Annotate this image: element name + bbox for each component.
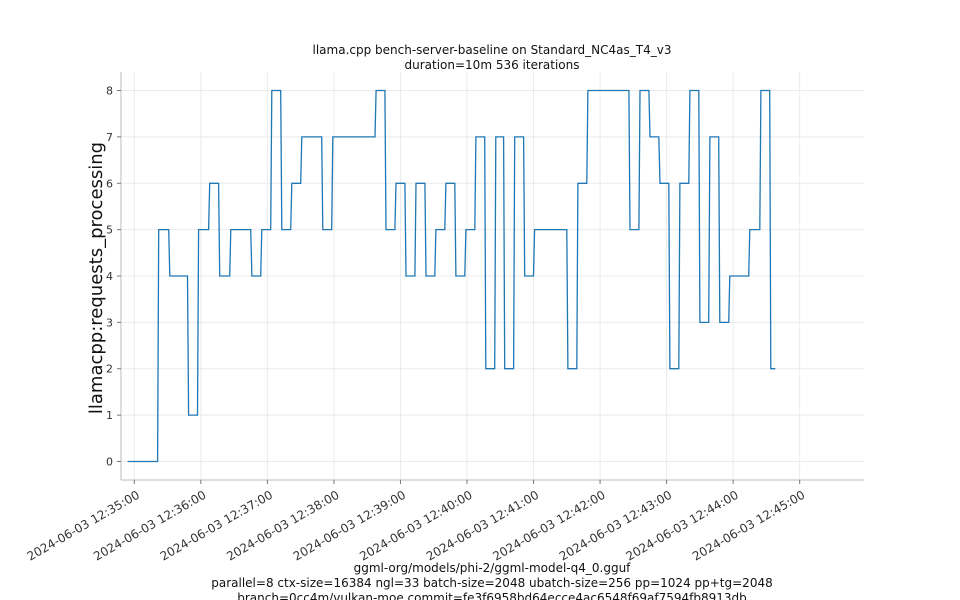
grid-lines [121, 72, 864, 480]
y-tick-label: 0 [106, 455, 113, 468]
x-axis-label-line-2: parallel=8 ctx-size=16384 ngl=33 batch-s… [211, 576, 772, 590]
x-tick-label: 2024-06-03 12:39:00 [291, 488, 408, 564]
series-group [127, 89, 776, 463]
chart-subtitle: duration=10m 536 iterations [405, 58, 580, 72]
y-tick-label: 3 [106, 316, 113, 329]
x-tick-label: 2024-06-03 12:36:00 [91, 488, 208, 564]
y-axis-label: llamacpp:requests_processing [86, 142, 107, 414]
x-tick-label: 2024-06-03 12:38:00 [224, 488, 341, 564]
x-tick-label: 2024-06-03 12:37:00 [158, 488, 275, 564]
x-tick-label: 2024-06-03 12:45:00 [690, 488, 807, 564]
x-tick-label: 2024-06-03 12:40:00 [357, 488, 474, 564]
y-tick-label: 8 [106, 85, 113, 98]
x-tick-label: 2024-06-03 12:43:00 [557, 488, 674, 564]
y-tick-label: 7 [106, 131, 113, 144]
x-axis-label-line-1: ggml-org/models/phi-2/ggml-model-q4_0.gg… [354, 561, 632, 575]
y-tick-label: 2 [106, 363, 113, 376]
series-line [127, 89, 776, 463]
chart-title: llama.cpp bench-server-baseline on Stand… [313, 43, 672, 57]
x-tick-label: 2024-06-03 12:44:00 [623, 488, 740, 564]
y-tick-label: 5 [106, 224, 113, 237]
x-tick-label: 2024-06-03 12:41:00 [424, 488, 541, 564]
x-tick-label: 2024-06-03 12:35:00 [25, 488, 142, 564]
x-tick-label: 2024-06-03 12:42:00 [490, 488, 607, 564]
y-tick-label: 6 [106, 177, 113, 190]
y-tick-label: 4 [106, 270, 113, 283]
y-axis-ticks: 0 1 2 3 4 5 6 7 8 [106, 85, 121, 468]
y-tick-label: 1 [106, 409, 113, 422]
x-axis-label-line-3: branch=0cc4m/vulkan-moe commit=fe3f6958b… [237, 591, 747, 600]
